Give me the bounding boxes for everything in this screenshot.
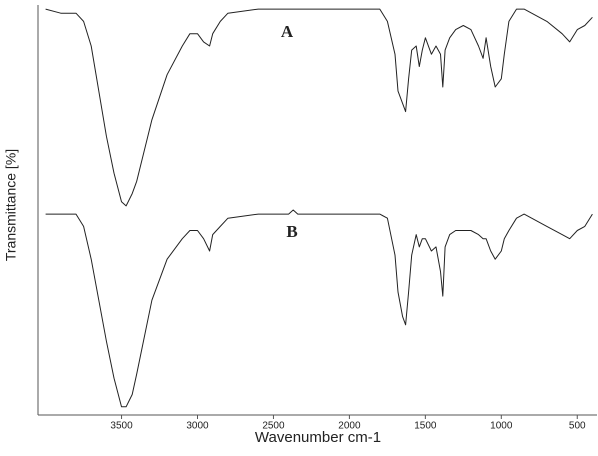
series-label: B xyxy=(286,222,297,241)
y-axis-label: Transmittance [%] xyxy=(3,149,19,261)
spectrum-line xyxy=(45,8,593,207)
x-tick-label: 2000 xyxy=(338,421,361,432)
x-axis-label: Wavenumber cm-1 xyxy=(255,429,381,446)
spectrum-line xyxy=(45,209,593,408)
x-tick-label: 1500 xyxy=(414,421,437,432)
x-tick-label: 3500 xyxy=(110,421,133,432)
series-label: A xyxy=(281,22,294,41)
x-tick-label: 500 xyxy=(569,421,586,432)
x-tick-label: 3000 xyxy=(186,421,209,432)
x-tick-label: 1000 xyxy=(490,421,513,432)
x-tick-label: 2500 xyxy=(262,421,285,432)
